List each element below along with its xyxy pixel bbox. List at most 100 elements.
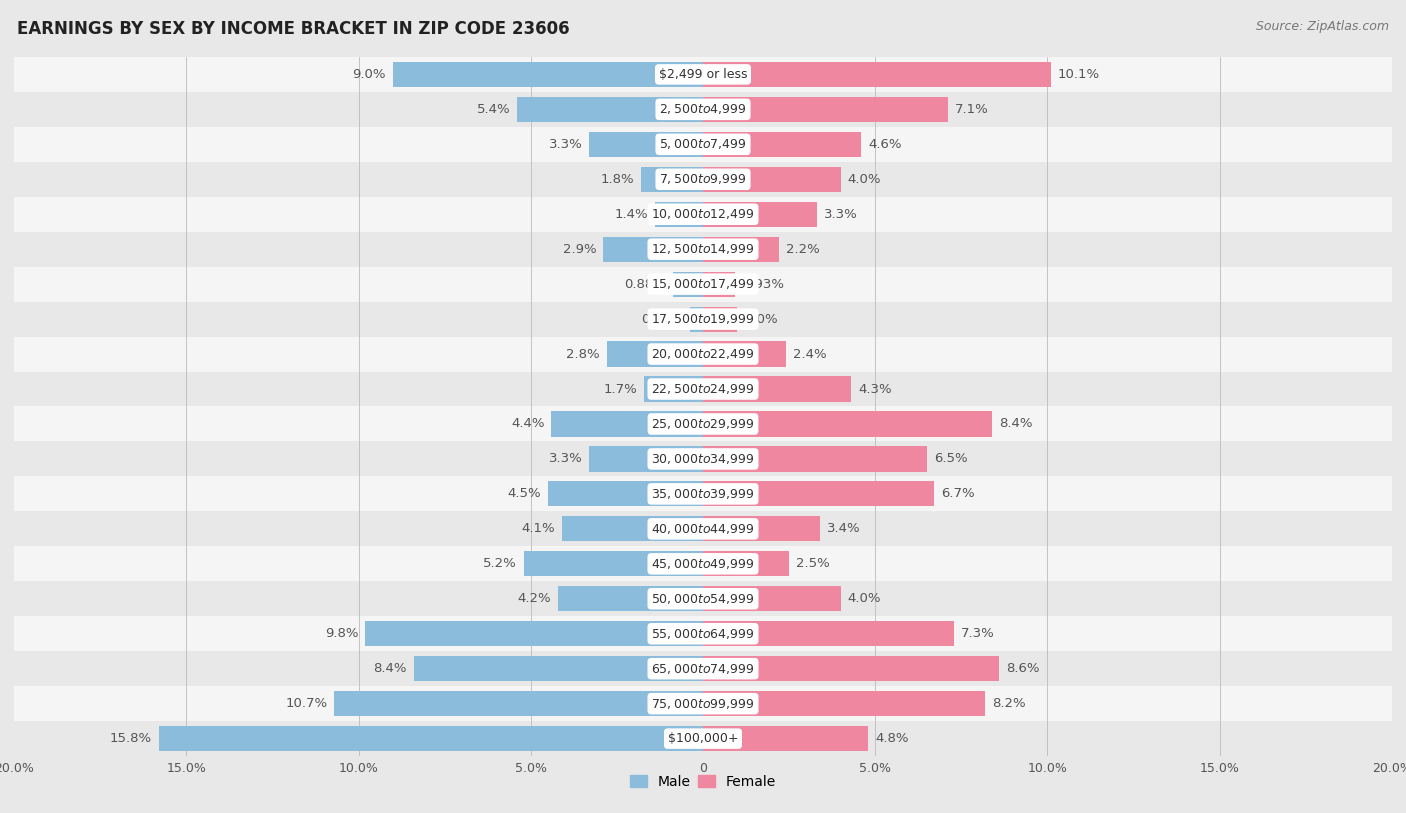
Bar: [335, 691, 703, 716]
Text: 4.6%: 4.6%: [869, 138, 901, 150]
Text: 8.6%: 8.6%: [1007, 663, 1039, 675]
Bar: [0, 127, 1406, 162]
Bar: [703, 691, 986, 716]
Bar: [655, 202, 703, 227]
Text: 4.4%: 4.4%: [510, 418, 544, 430]
Text: 2.4%: 2.4%: [793, 348, 827, 360]
Text: 4.2%: 4.2%: [517, 593, 551, 605]
Bar: [589, 446, 703, 472]
Bar: [703, 726, 869, 751]
Text: 7.1%: 7.1%: [955, 103, 988, 115]
Bar: [703, 167, 841, 192]
Text: 2.2%: 2.2%: [786, 243, 820, 255]
Bar: [644, 376, 703, 402]
Text: 2.8%: 2.8%: [567, 348, 599, 360]
Bar: [703, 656, 1000, 681]
Bar: [551, 411, 703, 437]
Text: 4.0%: 4.0%: [848, 173, 882, 185]
Text: 15.8%: 15.8%: [110, 733, 152, 745]
Text: $65,000 to $74,999: $65,000 to $74,999: [651, 662, 755, 676]
Bar: [562, 516, 703, 541]
Bar: [0, 57, 1406, 92]
Text: 4.3%: 4.3%: [858, 383, 891, 395]
Text: 1.4%: 1.4%: [614, 208, 648, 220]
Bar: [672, 272, 703, 297]
Bar: [0, 441, 1406, 476]
Bar: [0, 162, 1406, 197]
Text: 3.3%: 3.3%: [824, 208, 858, 220]
Text: $45,000 to $49,999: $45,000 to $49,999: [651, 557, 755, 571]
Bar: [703, 341, 786, 367]
Text: 8.2%: 8.2%: [993, 698, 1026, 710]
Bar: [703, 481, 934, 506]
Text: $12,500 to $14,999: $12,500 to $14,999: [651, 242, 755, 256]
Bar: [641, 167, 703, 192]
Legend: Male, Female: Male, Female: [624, 769, 782, 794]
Text: 0.37%: 0.37%: [641, 313, 683, 325]
Text: $17,500 to $19,999: $17,500 to $19,999: [651, 312, 755, 326]
Bar: [0, 546, 1406, 581]
Bar: [690, 307, 703, 332]
Text: 3.3%: 3.3%: [548, 453, 582, 465]
Text: $35,000 to $39,999: $35,000 to $39,999: [651, 487, 755, 501]
Text: $75,000 to $99,999: $75,000 to $99,999: [651, 697, 755, 711]
Bar: [703, 202, 817, 227]
Text: $5,000 to $7,499: $5,000 to $7,499: [659, 137, 747, 151]
Text: $2,499 or less: $2,499 or less: [659, 68, 747, 80]
Text: $55,000 to $64,999: $55,000 to $64,999: [651, 627, 755, 641]
Bar: [0, 616, 1406, 651]
Text: 6.5%: 6.5%: [934, 453, 967, 465]
Bar: [0, 232, 1406, 267]
Bar: [0, 92, 1406, 127]
Text: $50,000 to $54,999: $50,000 to $54,999: [651, 592, 755, 606]
Text: $20,000 to $22,499: $20,000 to $22,499: [651, 347, 755, 361]
Text: 9.8%: 9.8%: [325, 628, 359, 640]
Bar: [0, 721, 1406, 756]
Bar: [603, 237, 703, 262]
Text: 0.93%: 0.93%: [742, 278, 785, 290]
Text: 5.2%: 5.2%: [484, 558, 517, 570]
Bar: [0, 197, 1406, 232]
Bar: [703, 307, 738, 332]
Bar: [703, 411, 993, 437]
Text: Source: ZipAtlas.com: Source: ZipAtlas.com: [1256, 20, 1389, 33]
Text: 1.8%: 1.8%: [600, 173, 634, 185]
Bar: [703, 272, 735, 297]
Text: 3.4%: 3.4%: [827, 523, 860, 535]
Text: 6.7%: 6.7%: [941, 488, 974, 500]
Text: 3.3%: 3.3%: [548, 138, 582, 150]
Bar: [366, 621, 703, 646]
Bar: [703, 132, 862, 157]
Text: $30,000 to $34,999: $30,000 to $34,999: [651, 452, 755, 466]
Bar: [703, 237, 779, 262]
Text: 4.5%: 4.5%: [508, 488, 541, 500]
Text: $7,500 to $9,999: $7,500 to $9,999: [659, 172, 747, 186]
Bar: [703, 97, 948, 122]
Text: EARNINGS BY SEX BY INCOME BRACKET IN ZIP CODE 23606: EARNINGS BY SEX BY INCOME BRACKET IN ZIP…: [17, 20, 569, 38]
Text: $10,000 to $12,499: $10,000 to $12,499: [651, 207, 755, 221]
Bar: [0, 406, 1406, 441]
Bar: [548, 481, 703, 506]
Bar: [0, 476, 1406, 511]
Bar: [703, 516, 820, 541]
Bar: [392, 62, 703, 87]
Bar: [703, 62, 1050, 87]
Text: 8.4%: 8.4%: [373, 663, 406, 675]
Bar: [524, 551, 703, 576]
Text: 7.3%: 7.3%: [962, 628, 995, 640]
Text: 10.1%: 10.1%: [1057, 68, 1099, 80]
Text: $25,000 to $29,999: $25,000 to $29,999: [651, 417, 755, 431]
Bar: [703, 376, 851, 402]
Text: 1.0%: 1.0%: [744, 313, 778, 325]
Bar: [589, 132, 703, 157]
Bar: [703, 551, 789, 576]
Bar: [558, 586, 703, 611]
Bar: [0, 267, 1406, 302]
Bar: [606, 341, 703, 367]
Text: 4.8%: 4.8%: [875, 733, 908, 745]
Text: $22,500 to $24,999: $22,500 to $24,999: [651, 382, 755, 396]
Bar: [0, 337, 1406, 372]
Text: 2.9%: 2.9%: [562, 243, 596, 255]
Bar: [703, 446, 927, 472]
Text: 9.0%: 9.0%: [353, 68, 387, 80]
